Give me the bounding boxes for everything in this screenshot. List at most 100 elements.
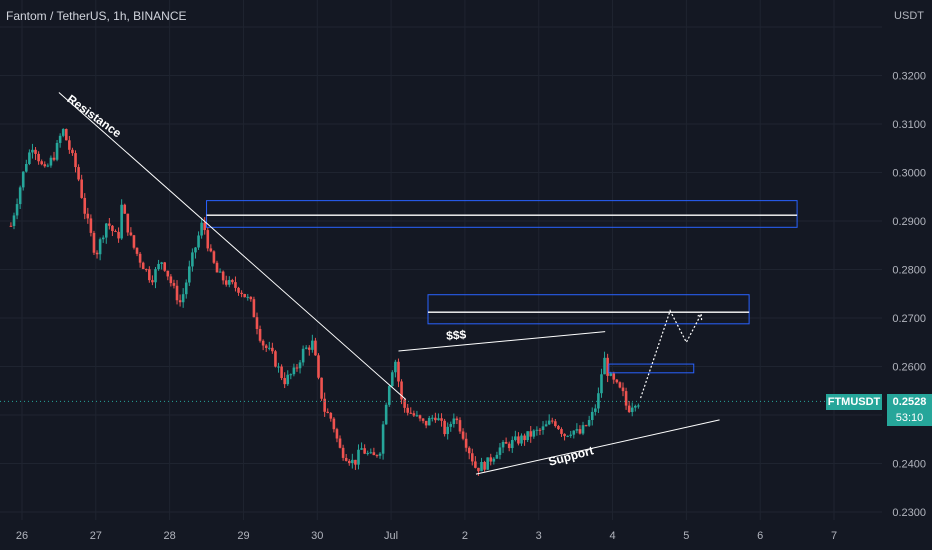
candle-body bbox=[480, 461, 483, 472]
candle-body bbox=[557, 426, 560, 430]
candle-body bbox=[255, 317, 259, 329]
candle-body bbox=[252, 299, 256, 318]
candle-body bbox=[387, 386, 391, 405]
candle-body bbox=[458, 420, 462, 432]
candle-body bbox=[221, 271, 225, 281]
liquidity-line bbox=[398, 331, 606, 352]
candle-body bbox=[584, 425, 588, 427]
candle-body bbox=[474, 461, 477, 468]
price-tick-label: 0.2400 bbox=[892, 459, 926, 471]
candle-body bbox=[554, 421, 557, 427]
candle-body bbox=[178, 300, 182, 303]
candle-body bbox=[163, 262, 167, 271]
candle-body bbox=[372, 452, 376, 456]
candle-body bbox=[467, 447, 471, 454]
price-tick-label: 0.3200 bbox=[892, 71, 926, 83]
candle-body bbox=[397, 361, 400, 382]
candle-body bbox=[434, 417, 437, 421]
price-tick-label: 0.2700 bbox=[892, 313, 926, 325]
candle-body bbox=[597, 393, 600, 409]
candle-body bbox=[203, 222, 206, 231]
candle-body bbox=[129, 232, 133, 236]
candle-body bbox=[289, 374, 293, 376]
price-tick-label: 0.2800 bbox=[892, 265, 926, 277]
candle-body bbox=[421, 418, 425, 421]
candle-body bbox=[64, 129, 68, 141]
candle-body bbox=[400, 381, 403, 400]
candle-body bbox=[144, 269, 148, 271]
candle-body bbox=[581, 425, 585, 434]
price-tick-label: 0.2900 bbox=[892, 216, 926, 228]
candle-body bbox=[600, 374, 603, 394]
candle-body bbox=[61, 129, 65, 136]
candle-body bbox=[514, 436, 517, 440]
symbol-title: Fantom / TetherUS, 1h, BINANCE bbox=[6, 9, 187, 23]
candle-body bbox=[612, 373, 616, 380]
candle-body bbox=[18, 187, 22, 205]
candle-body bbox=[126, 213, 130, 233]
candle-body bbox=[258, 328, 262, 341]
target-zone bbox=[427, 294, 750, 325]
candle-body bbox=[28, 152, 31, 165]
candle-body bbox=[452, 418, 456, 424]
candle-body bbox=[274, 351, 277, 367]
candle-body bbox=[292, 367, 296, 375]
candle-body bbox=[464, 438, 468, 448]
candle-body bbox=[271, 347, 274, 352]
time-tick-label: 4 bbox=[609, 530, 615, 542]
candle-body bbox=[184, 282, 188, 295]
candle-body bbox=[40, 161, 43, 165]
candle-body bbox=[609, 373, 612, 376]
candle-body bbox=[378, 453, 382, 456]
candle-body bbox=[461, 431, 465, 439]
candle-body bbox=[431, 417, 434, 419]
candle-body bbox=[206, 230, 210, 249]
resistance-label: Resistance bbox=[65, 92, 125, 141]
candle-body bbox=[108, 223, 111, 226]
candle-body bbox=[237, 287, 240, 293]
candle-body bbox=[49, 157, 53, 166]
candle-body bbox=[391, 372, 394, 387]
candle-body bbox=[329, 412, 333, 419]
candle-body bbox=[21, 171, 25, 188]
candle-body bbox=[341, 447, 345, 458]
candle-body bbox=[52, 157, 56, 160]
candle-body bbox=[369, 452, 373, 454]
candle-body bbox=[200, 222, 203, 236]
time-tick-label: 27 bbox=[90, 530, 102, 542]
candle-body bbox=[323, 398, 326, 412]
candle-body bbox=[37, 153, 40, 162]
candle-body bbox=[523, 435, 526, 441]
tick-mask bbox=[882, 22, 932, 33]
candle-body bbox=[154, 269, 157, 283]
price-scale bbox=[882, 0, 932, 550]
candle-body bbox=[446, 426, 449, 435]
candle-body bbox=[169, 276, 173, 284]
candle-body bbox=[9, 225, 13, 227]
candle-body bbox=[314, 340, 317, 356]
resistance-trendline bbox=[58, 92, 407, 400]
time-tick-label: 28 bbox=[164, 530, 176, 542]
time-tick-label: 3 bbox=[536, 530, 542, 542]
candle-body bbox=[77, 167, 80, 180]
candle-body bbox=[569, 434, 573, 436]
candle-body bbox=[166, 270, 170, 277]
candle-body bbox=[427, 417, 431, 426]
candle-body bbox=[135, 247, 139, 254]
candle-body bbox=[526, 431, 529, 441]
candle-body bbox=[191, 252, 194, 267]
candle-body bbox=[529, 431, 533, 437]
candle-body bbox=[449, 423, 453, 427]
candle-body bbox=[246, 296, 250, 298]
candle-body bbox=[15, 204, 19, 216]
candle-body bbox=[304, 347, 308, 349]
candle-body bbox=[89, 218, 93, 233]
candle-body bbox=[375, 455, 379, 457]
candle-body bbox=[172, 283, 176, 286]
candle-body bbox=[104, 223, 108, 238]
candle-body bbox=[415, 415, 419, 417]
price-tick-label: 0.3000 bbox=[892, 168, 926, 180]
candle-body bbox=[498, 447, 502, 455]
